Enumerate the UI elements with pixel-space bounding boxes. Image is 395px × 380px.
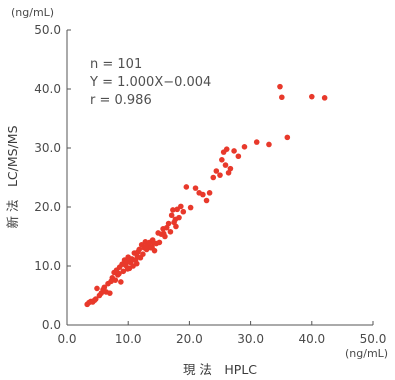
x-tick-label: 40.0 — [298, 332, 325, 346]
tick-labels: 0.0 10.0 20.0 30.0 40.0 50.0 0.0 10.0 20.0 30.0 40… — [34, 23, 386, 346]
data-point — [136, 246, 143, 253]
data-point — [178, 203, 184, 210]
data-point — [223, 146, 230, 152]
data-point — [284, 134, 291, 141]
x-tick-label: 10.0 — [115, 332, 142, 346]
y-tick-label: 30.0 — [34, 141, 61, 155]
y-tick-label: 40.0 — [34, 82, 61, 96]
data-point — [227, 165, 234, 172]
data-point — [170, 207, 176, 213]
x-tick-label: 0.0 — [57, 332, 76, 346]
data-point — [167, 228, 174, 235]
data-point — [266, 141, 272, 148]
data-point — [120, 268, 127, 275]
data-point — [165, 220, 172, 227]
data-point — [107, 290, 113, 296]
data-point — [143, 243, 149, 250]
tick-marks — [66, 29, 374, 326]
y-tick-label: 0.0 — [42, 318, 61, 332]
data-point — [173, 223, 179, 230]
data-point — [172, 216, 179, 223]
y-tick-label: 10.0 — [34, 259, 61, 273]
data-point — [100, 287, 107, 294]
data-point — [213, 168, 220, 174]
data-point — [149, 244, 155, 250]
y-tick-label: 50.0 — [34, 23, 61, 37]
data-point — [156, 239, 163, 246]
data-point — [192, 185, 199, 191]
data-point — [168, 212, 175, 219]
x-tick-label: 50.0 — [360, 332, 387, 346]
y-unit-label: (ng/mL) — [11, 6, 54, 19]
x-tick-label: 30.0 — [237, 332, 264, 346]
regression-annotations: n = 101 Y = 1.000X−0.004 r = 0.986 — [89, 57, 211, 108]
data-point — [108, 278, 114, 285]
data-point — [124, 266, 131, 272]
data-point — [134, 253, 141, 260]
axes — [66, 30, 373, 326]
data-point — [118, 279, 124, 285]
data-point — [206, 190, 213, 196]
x-unit-label: (ng/mL) — [345, 347, 388, 360]
data-points — [84, 83, 328, 308]
data-point — [180, 208, 187, 215]
x-tick-label: 20.0 — [176, 332, 203, 346]
data-point — [183, 184, 190, 190]
annotation-r: r = 0.986 — [90, 93, 152, 108]
data-point — [231, 148, 237, 154]
data-point — [128, 257, 135, 264]
x-axis-title: 現 法 HPLC — [183, 362, 257, 377]
data-point — [92, 296, 99, 302]
data-point — [217, 172, 223, 178]
data-point — [235, 153, 242, 160]
data-point — [309, 93, 315, 100]
data-point — [219, 157, 225, 163]
annotation-equation: Y = 1.000X−0.004 — [89, 75, 211, 90]
data-point — [187, 204, 194, 211]
y-tick-label: 20.0 — [34, 200, 61, 214]
data-point — [133, 260, 140, 267]
data-point — [142, 239, 149, 245]
data-point — [321, 95, 328, 101]
data-point — [222, 162, 229, 168]
data-point — [253, 139, 260, 145]
data-point — [140, 251, 146, 257]
data-point — [210, 174, 217, 181]
annotation-n: n = 101 — [90, 57, 142, 72]
data-point — [277, 83, 283, 90]
data-point — [279, 94, 285, 101]
data-point — [160, 230, 167, 237]
data-point — [116, 270, 122, 277]
data-point — [200, 191, 206, 198]
data-point — [112, 277, 119, 283]
data-point — [94, 285, 100, 292]
y-axis-title: 新 法 LC/MS/MS — [5, 125, 20, 228]
data-point — [241, 144, 248, 150]
data-point — [203, 197, 210, 204]
